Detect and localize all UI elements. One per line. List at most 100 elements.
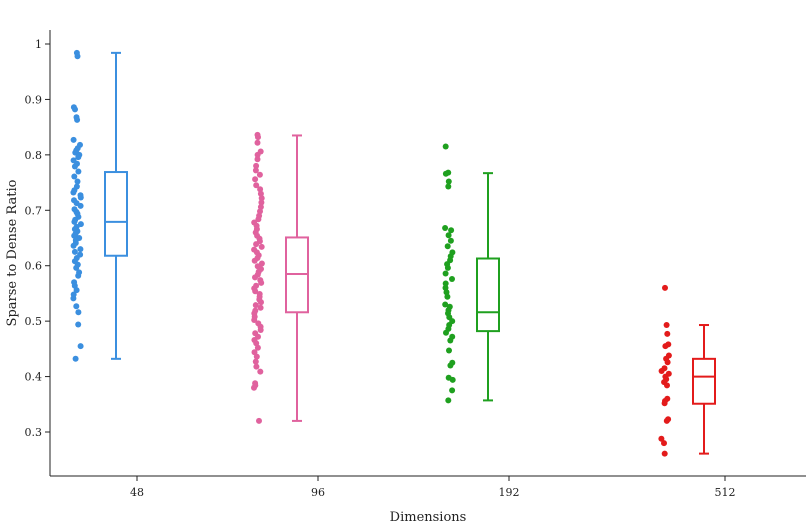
axes <box>49 30 806 477</box>
data-point <box>258 199 265 206</box>
data-point <box>253 241 260 248</box>
data-point <box>254 151 261 158</box>
x-tick-label: 48 <box>130 486 144 499</box>
y-tick-label: 0.9 <box>25 93 43 106</box>
iqr-box <box>476 257 500 333</box>
data-point <box>75 154 82 161</box>
data-point <box>444 293 451 300</box>
data-point <box>77 343 84 350</box>
data-point <box>75 272 82 279</box>
data-point <box>254 139 261 146</box>
data-point <box>252 358 259 365</box>
data-point <box>75 168 82 175</box>
data-point <box>661 450 668 457</box>
data-point <box>258 195 265 202</box>
data-point <box>662 284 668 291</box>
data-point <box>71 218 78 225</box>
data-point <box>442 270 449 277</box>
data-point <box>662 343 669 350</box>
data-point <box>444 264 451 271</box>
x-axis-title: Dimensions <box>390 510 467 525</box>
data-point <box>75 321 82 328</box>
data-point <box>661 400 668 407</box>
data-point <box>251 349 258 356</box>
data-point <box>664 382 670 389</box>
data-point <box>253 182 260 189</box>
x-ticks: 48 96 192 512 <box>130 476 736 499</box>
x-tick-label: 192 <box>499 486 520 499</box>
x-tick-label: 96 <box>311 486 325 499</box>
data-point <box>254 156 261 163</box>
iqr-box <box>104 171 128 257</box>
data-point <box>252 176 259 183</box>
data-point <box>258 299 264 306</box>
data-point <box>77 246 84 253</box>
y-tick-label: 0.5 <box>25 315 43 328</box>
data-point <box>257 368 264 375</box>
data-points <box>70 49 672 457</box>
data-point <box>449 387 456 394</box>
boxes <box>104 51 716 455</box>
data-point <box>77 194 84 201</box>
data-point <box>257 327 264 333</box>
data-point <box>663 322 670 328</box>
data-point <box>72 106 78 113</box>
data-point <box>75 309 82 316</box>
data-point <box>252 302 259 309</box>
data-point <box>77 221 84 228</box>
data-point <box>70 242 77 249</box>
data-point <box>442 301 449 308</box>
data-point <box>658 368 665 374</box>
data-point <box>71 173 78 180</box>
data-point <box>664 359 671 366</box>
data-point <box>447 237 454 244</box>
data-point <box>445 183 452 190</box>
data-point <box>74 178 81 185</box>
data-point <box>253 363 260 370</box>
x-tick-label: 512 <box>715 486 736 499</box>
data-point <box>70 295 77 302</box>
iqr-box <box>692 357 716 405</box>
data-point <box>449 276 455 282</box>
data-point <box>443 289 450 296</box>
y-tick-label: 0.8 <box>25 149 43 162</box>
data-point <box>663 417 670 424</box>
data-point <box>74 53 81 60</box>
data-point <box>447 337 454 344</box>
data-point <box>446 347 452 354</box>
data-point <box>256 417 262 424</box>
data-point <box>73 303 80 310</box>
data-point <box>257 304 264 311</box>
data-point <box>72 355 79 362</box>
data-point <box>448 227 455 234</box>
y-ticks: 0.3 0.4 0.5 0.6 0.7 0.8 0.9 1 <box>25 38 50 439</box>
data-point <box>258 243 265 250</box>
data-point <box>251 317 258 323</box>
data-point <box>71 163 78 170</box>
y-axis-title: Sparse to Dense Ratio <box>5 179 20 326</box>
data-point <box>664 330 671 337</box>
data-point <box>658 435 665 442</box>
data-point <box>255 216 262 223</box>
data-point <box>442 225 449 231</box>
y-tick-label: 1 <box>35 38 42 51</box>
data-point <box>444 243 451 250</box>
data-point <box>445 178 452 185</box>
data-point <box>255 134 261 141</box>
data-point <box>253 353 260 360</box>
data-point <box>251 257 258 264</box>
data-point <box>70 136 77 143</box>
data-point <box>257 186 264 193</box>
data-point <box>73 287 80 294</box>
data-point <box>252 167 259 174</box>
data-point <box>74 116 81 123</box>
data-point <box>449 376 456 383</box>
data-point <box>77 202 84 209</box>
data-point <box>256 171 263 178</box>
data-point <box>443 329 449 336</box>
data-point <box>442 280 449 287</box>
data-point <box>252 274 258 281</box>
y-tick-label: 0.7 <box>25 204 43 217</box>
